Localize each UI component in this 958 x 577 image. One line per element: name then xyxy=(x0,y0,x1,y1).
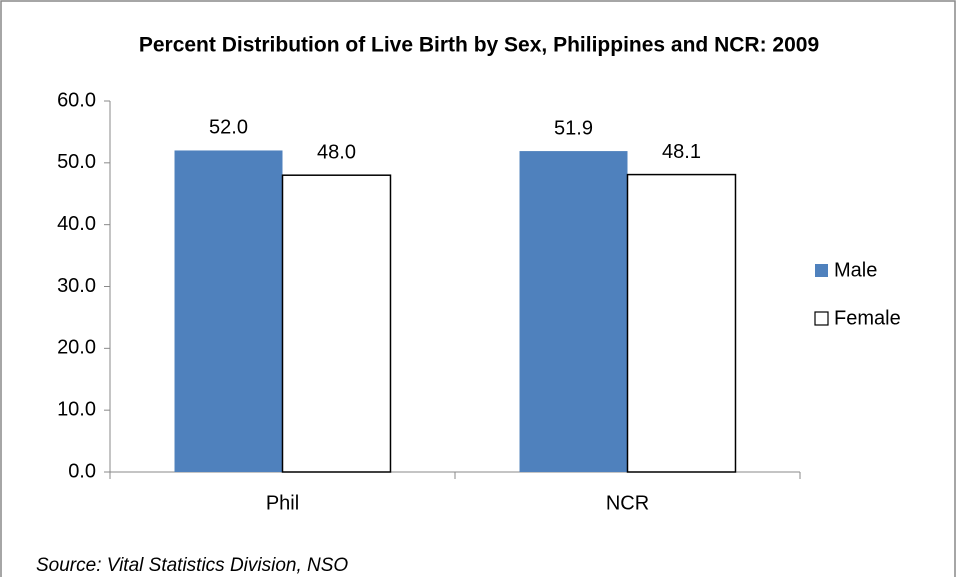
bar xyxy=(281,174,392,473)
data-label: 52.0 xyxy=(209,117,248,139)
chart-title: Percent Distribution of Live Birth by Se… xyxy=(139,34,819,57)
bar xyxy=(626,173,737,473)
data-label: 48.0 xyxy=(317,141,356,163)
x-tick-label: NCR xyxy=(606,492,649,514)
y-tick-label: 20.0 xyxy=(57,337,96,359)
legend-label: Male xyxy=(834,259,877,281)
y-tick-label: 50.0 xyxy=(57,151,96,173)
source-note: Source: Vital Statistics Division, NSO xyxy=(36,555,348,576)
y-tick-label: 10.0 xyxy=(57,398,96,420)
bar xyxy=(174,150,283,472)
y-tick-label: 40.0 xyxy=(57,213,96,235)
y-tick-label: 0.0 xyxy=(68,460,96,482)
y-tick-label: 60.0 xyxy=(57,89,96,111)
legend-label: Female xyxy=(834,307,901,329)
legend-swatch xyxy=(815,264,828,277)
data-label: 51.9 xyxy=(554,117,593,139)
legend-swatch xyxy=(814,311,829,326)
y-tick-label: 30.0 xyxy=(57,275,96,297)
data-label: 48.1 xyxy=(662,141,701,163)
bar xyxy=(519,151,628,472)
x-tick-label: Phil xyxy=(266,492,299,514)
